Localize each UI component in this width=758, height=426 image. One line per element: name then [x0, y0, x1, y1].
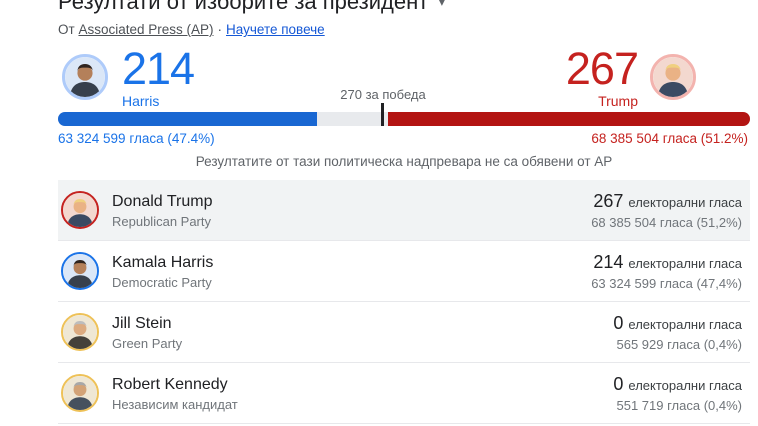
candidate-party: Независим кандидат [112, 396, 238, 412]
source-attribution: От Associated Press (AP) · Научете повече [58, 22, 325, 37]
harris-avatar [62, 54, 108, 100]
candidate-list: Donald Trump Republican Party 267 електо… [58, 180, 750, 424]
electoral-votes-number: 267 [593, 190, 624, 211]
candidate-row-trump: Donald Trump Republican Party 267 електо… [58, 180, 750, 241]
electoral-votes-label: електорални гласа [628, 194, 742, 210]
scoreboard-left: 214 Harris [62, 43, 195, 109]
dot-separator: · [217, 22, 223, 37]
candidate-row-stein: Jill Stein Green Party 0 електорални гла… [58, 302, 750, 363]
electoral-votes-number: 0 [613, 373, 624, 394]
popular-votes: 68 385 504 гласа (51,2%) [591, 214, 742, 230]
electoral-votes-label: електорални гласа [628, 255, 742, 271]
electoral-votes-label: електорални гласа [628, 316, 742, 332]
candidate-party: Green Party [112, 335, 183, 351]
trump-electoral-count: 267 [565, 43, 639, 94]
person-photo-placeholder-icon [63, 315, 97, 349]
candidate-name: Donald Trump [112, 192, 213, 210]
person-photo-placeholder-icon [65, 57, 105, 97]
popular-votes: 565 929 гласа (0,4%) [616, 336, 742, 352]
win-threshold-label: 270 за победа [340, 87, 426, 102]
source-prefix: От [58, 22, 75, 37]
candidate-party: Democratic Party [112, 274, 212, 290]
stein-row-avatar [61, 313, 99, 351]
electoral-votes-number: 214 [593, 251, 624, 272]
candidate-row-kennedy: Robert Kennedy Независим кандидат 0 елек… [58, 363, 750, 424]
trump-label: Trump [598, 93, 638, 109]
candidate-name: Robert Kennedy [112, 375, 228, 393]
person-photo-placeholder-icon [653, 57, 693, 97]
popular-votes: 551 719 гласа (0,4%) [616, 397, 742, 413]
electoral-votes-number: 0 [613, 312, 624, 333]
chevron-down-icon: ▾ [438, 0, 446, 9]
learn-more-link[interactable]: Научете повече [226, 22, 325, 37]
person-photo-placeholder-icon [63, 254, 97, 288]
person-photo-placeholder-icon [63, 193, 97, 227]
trump-row-avatar [61, 191, 99, 229]
popular-votes: 63 324 599 гласа (47,4%) [591, 275, 742, 291]
candidate-row-harris: Kamala Harris Democratic Party 214 елект… [58, 241, 750, 302]
trump-popular-votes: 68 385 504 гласа (51.2%) [591, 131, 748, 146]
harris-popular-votes: 63 324 599 гласа (47.4%) [58, 131, 215, 146]
harris-electoral-count: 214 [122, 43, 195, 94]
harris-row-avatar [61, 252, 99, 290]
electoral-votes-label: електорални гласа [628, 377, 742, 393]
page-title-dropdown[interactable]: Резултати от изборите за президент ▾ [58, 0, 445, 15]
trump-avatar [650, 54, 696, 100]
threshold-marker [381, 103, 384, 126]
harris-bar-fill [58, 112, 317, 126]
electoral-vote-bar [58, 103, 750, 126]
trump-bar-fill [388, 112, 750, 126]
scoreboard-right: 267 Trump [566, 46, 696, 109]
source-ap-link[interactable]: Associated Press (AP) [78, 22, 214, 37]
candidate-party: Republican Party [112, 213, 211, 229]
harris-label: Harris [122, 93, 160, 109]
candidate-name: Kamala Harris [112, 253, 214, 271]
kennedy-row-avatar [61, 374, 99, 412]
person-photo-placeholder-icon [63, 376, 97, 410]
race-not-called-notice: Резултатите от тази политическа надпрева… [195, 154, 613, 169]
candidate-name: Jill Stein [112, 314, 172, 332]
page-title: Резултати от изборите за президент [58, 0, 429, 14]
